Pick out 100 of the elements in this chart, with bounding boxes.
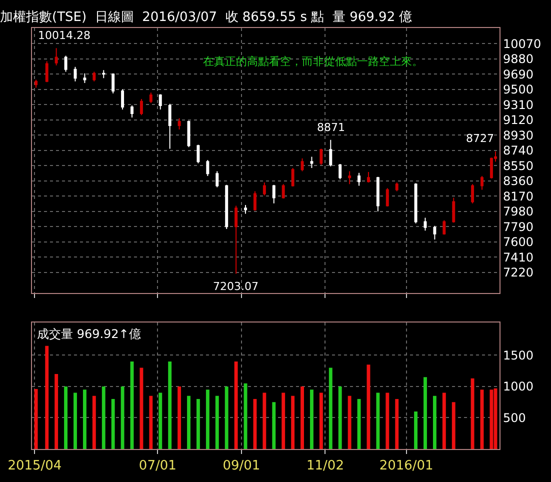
y-tick-label: 8360 xyxy=(502,174,534,188)
annotation: 7203.07 xyxy=(213,280,258,293)
candlestick xyxy=(112,72,115,94)
bar xyxy=(149,396,153,449)
bar xyxy=(120,386,124,449)
candlestick xyxy=(196,144,200,164)
bar xyxy=(432,396,436,449)
bar xyxy=(282,392,286,449)
bar xyxy=(357,398,361,449)
bar xyxy=(386,392,390,449)
candlestick xyxy=(366,172,370,183)
candlestick xyxy=(329,139,332,167)
y-tick-label: 9310 xyxy=(502,98,534,112)
y-tick-label: 9120 xyxy=(502,113,534,128)
bar xyxy=(178,386,182,449)
y-tick-label: 1500 xyxy=(502,348,534,362)
bar xyxy=(111,398,115,449)
chart-title: 加權指數(TSE) 日線圖 2016/03/07 收 8659.55 s 點 量 969.92 億 xyxy=(0,10,412,26)
bar xyxy=(348,396,352,449)
candlestick xyxy=(442,220,446,236)
annotation: 8871 xyxy=(317,121,345,134)
candlestick xyxy=(272,184,276,204)
bar xyxy=(215,396,219,449)
candlestick xyxy=(471,184,474,204)
y-tick-label: 7790 xyxy=(502,220,534,234)
candlestick xyxy=(358,172,361,186)
bar xyxy=(168,361,172,449)
y-tick-label: 7600 xyxy=(502,235,534,250)
candlestick xyxy=(121,88,124,110)
bar xyxy=(64,386,68,449)
bar xyxy=(300,386,304,449)
candlestick xyxy=(92,71,96,82)
bar xyxy=(319,392,323,449)
candlestick xyxy=(187,120,190,148)
candlestick xyxy=(244,204,248,214)
annotation: 10014.28 xyxy=(38,29,90,42)
y-tick-label: 7410 xyxy=(502,250,534,264)
annotation: 在真正的高點看空，而非從低點一路空上來。 xyxy=(203,55,423,68)
x-tick-label: 2016/01 xyxy=(379,458,434,474)
bar xyxy=(74,392,77,449)
candlestick xyxy=(158,94,162,110)
bar xyxy=(470,378,474,449)
bar xyxy=(262,392,266,449)
candlestick xyxy=(452,197,456,224)
bar xyxy=(224,386,228,449)
y-tick-label: 1000 xyxy=(502,380,534,394)
candlestick xyxy=(253,190,256,212)
bar xyxy=(187,396,190,449)
bar xyxy=(291,396,295,449)
bar xyxy=(54,374,58,449)
bar xyxy=(442,392,446,449)
candlestick xyxy=(376,176,380,212)
bar xyxy=(140,368,144,449)
candlestick xyxy=(234,205,238,274)
candlestick xyxy=(45,60,48,83)
bar xyxy=(234,361,238,449)
chart-title: 成交量 969.92↑億 xyxy=(37,327,141,341)
candlestick xyxy=(480,176,484,190)
bar xyxy=(102,386,106,449)
y-tick-label: 9690 xyxy=(502,67,534,82)
bar xyxy=(338,386,342,449)
candlestick xyxy=(291,168,294,187)
candlestick xyxy=(348,170,352,185)
bar xyxy=(395,398,399,449)
bar xyxy=(92,396,96,449)
x-tick-label: 09/01 xyxy=(222,458,260,474)
candlestick xyxy=(83,72,86,84)
candlestick xyxy=(178,118,181,130)
y-tick-label: 8740 xyxy=(502,144,534,158)
annotation: 8727 xyxy=(466,132,494,145)
y-tick-label: 8550 xyxy=(502,158,534,173)
bar xyxy=(82,390,86,449)
y-tick-label: 9880 xyxy=(502,52,534,66)
bar xyxy=(196,398,200,449)
candlestick xyxy=(206,160,210,177)
bar xyxy=(158,392,162,449)
bar xyxy=(34,388,38,449)
y-tick-label: 10070 xyxy=(502,36,542,51)
bar xyxy=(206,390,210,449)
bar xyxy=(414,411,418,449)
candlestick xyxy=(130,104,134,118)
y-tick-label: 9500 xyxy=(502,82,534,97)
y-tick-label: 7980 xyxy=(502,204,534,219)
bar xyxy=(272,402,276,449)
candlestick xyxy=(225,184,228,230)
y-tick-label: 7220 xyxy=(502,266,534,280)
candlestick xyxy=(168,103,172,150)
x-tick-label: 07/01 xyxy=(138,458,176,474)
candlestick xyxy=(149,92,152,104)
candlestick xyxy=(282,184,285,200)
x-tick-label: 2015/04 xyxy=(8,458,62,474)
y-tick-label: 8170 xyxy=(502,189,534,204)
candlestick xyxy=(433,225,436,240)
candlestick xyxy=(395,182,398,192)
candlestick xyxy=(140,98,143,116)
candlestick xyxy=(320,148,323,166)
candlestick xyxy=(300,158,304,172)
y-tick-label: 8930 xyxy=(502,128,534,142)
bar xyxy=(328,368,332,449)
bar xyxy=(310,390,314,449)
